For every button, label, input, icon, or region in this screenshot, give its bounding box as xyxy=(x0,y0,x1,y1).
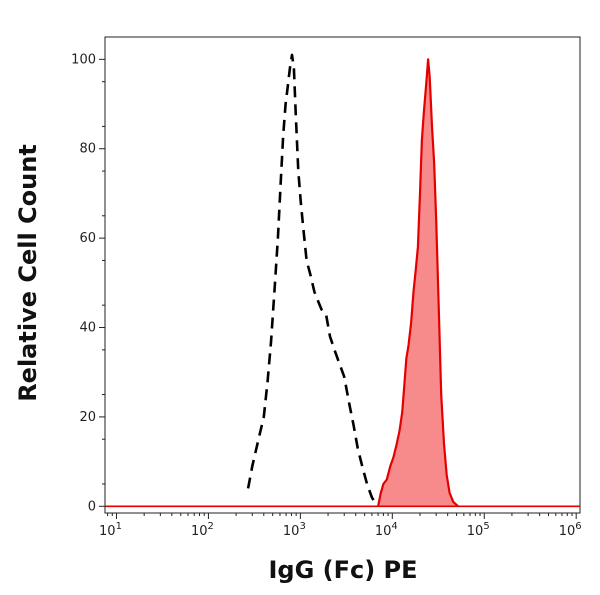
y-tick-label: 0 xyxy=(88,499,96,514)
x-tick-label: 102 xyxy=(191,521,214,539)
x-tick-label: 104 xyxy=(375,521,398,539)
x-tick-label: 105 xyxy=(467,521,490,539)
x-tick-label: 106 xyxy=(559,521,582,539)
y-tick-label: 100 xyxy=(71,52,96,67)
x-tick-label: 101 xyxy=(99,521,122,539)
series-layer xyxy=(105,53,580,508)
plot-frame xyxy=(104,36,581,514)
series-0-line xyxy=(246,53,377,505)
series-1-outline xyxy=(377,58,459,508)
y-axis-title: Relative Cell Count xyxy=(14,144,42,402)
y-tick-label: 80 xyxy=(79,142,96,157)
series-1-area xyxy=(378,59,459,507)
x-axis: 101 102 103 104 105 106 xyxy=(99,513,582,539)
x-axis-title: IgG (Fc) PE xyxy=(268,556,417,584)
y-tick-label: 40 xyxy=(79,321,96,336)
y-tick-label: 60 xyxy=(79,231,96,246)
x-tick-label: 103 xyxy=(283,521,306,539)
y-tick-label: 20 xyxy=(79,410,96,425)
y-axis: 0 20 40 60 80 100 xyxy=(71,52,105,514)
